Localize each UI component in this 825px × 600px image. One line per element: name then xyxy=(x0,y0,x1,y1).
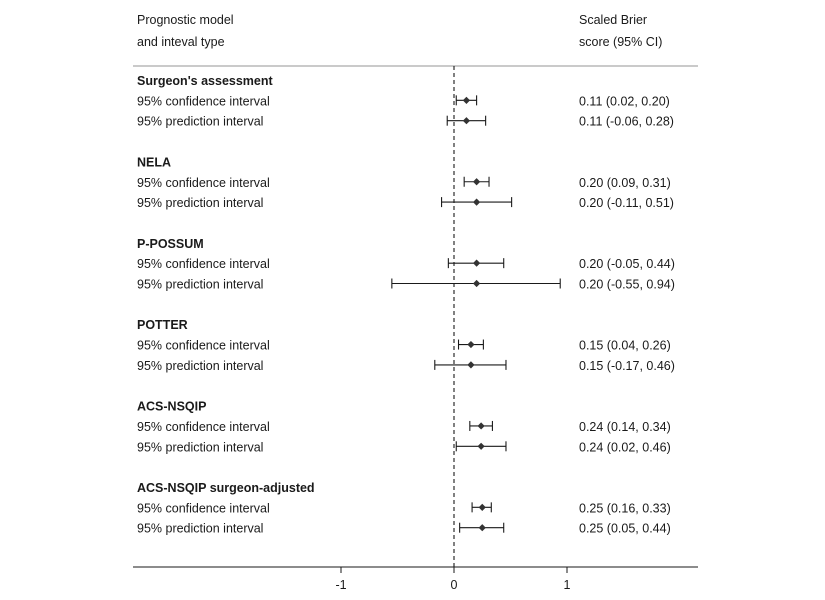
header-model-line1: Prognostic model xyxy=(137,13,234,27)
row-label: 95% confidence interval xyxy=(137,420,270,434)
x-tick-label: -1 xyxy=(335,578,346,592)
point-estimate-marker xyxy=(477,442,485,450)
point-estimate-marker xyxy=(478,524,486,532)
point-estimate-marker xyxy=(477,422,485,430)
row-label: 95% confidence interval xyxy=(137,94,270,108)
row-estimate-text: 0.25 (0.05, 0.44) xyxy=(579,522,671,536)
point-estimate-marker xyxy=(462,117,471,125)
row-label: 95% prediction interval xyxy=(137,440,263,454)
group-title: NELA xyxy=(137,155,171,169)
row-label: 95% prediction interval xyxy=(137,522,263,536)
row-estimate-text: 0.20 (-0.55, 0.94) xyxy=(579,278,675,292)
point-estimate-marker xyxy=(478,503,486,511)
row-label: 95% confidence interval xyxy=(137,501,270,515)
group-2: P-POSSUM 95% confidence interval 0.20 (-0.… xyxy=(137,237,675,292)
group-1: NELA 95% confidence interval 0.20 (0.09, 0… xyxy=(137,155,674,210)
row-estimate-text: 0.25 (0.16, 0.33) xyxy=(579,501,671,515)
row-label: 95% confidence interval xyxy=(137,339,270,353)
point-estimate-marker xyxy=(462,96,471,104)
row-label: 95% prediction interval xyxy=(137,115,263,129)
group-title: P-POSSUM xyxy=(137,237,204,251)
group-3: POTTER 95% confidence interval 0.15 (0.04,… xyxy=(137,318,675,373)
point-estimate-marker xyxy=(473,259,481,267)
row-label: 95% prediction interval xyxy=(137,278,263,292)
row-estimate-text: 0.20 (-0.05, 0.44) xyxy=(579,257,675,271)
x-axis-ticks: -1 0 1 xyxy=(335,567,571,592)
x-tick-label: 0 xyxy=(451,578,458,592)
point-estimate-marker xyxy=(473,178,481,186)
group-title: Surgeon's assessment xyxy=(137,74,274,88)
group-title: POTTER xyxy=(137,318,188,332)
header-score-line1: Scaled Brier xyxy=(579,13,647,27)
point-estimate-marker xyxy=(473,198,481,206)
header-score-line2: score (95% CI) xyxy=(579,35,662,49)
row-label: 95% confidence interval xyxy=(137,176,270,190)
row-estimate-text: 0.11 (-0.06, 0.28) xyxy=(579,115,674,129)
row-estimate-text: 0.24 (0.02, 0.46) xyxy=(579,440,671,454)
row-estimate-text: 0.15 (0.04, 0.26) xyxy=(579,339,671,353)
row-estimate-text: 0.15 (-0.17, 0.46) xyxy=(579,359,675,373)
row-label: 95% prediction interval xyxy=(137,359,263,373)
point-estimate-marker xyxy=(473,279,481,288)
point-estimate-marker xyxy=(467,340,475,349)
group-title: ACS-NSQIP xyxy=(137,400,206,414)
row-estimate-text: 0.11 (0.02, 0.20) xyxy=(579,94,670,108)
row-estimate-text: 0.24 (0.14, 0.34) xyxy=(579,420,671,434)
group-4: ACS-NSQIP 95% confidence interval 0.24 (0.… xyxy=(137,400,671,455)
group-5: ACS-NSQIP surgeon-adjusted 95% confidence… xyxy=(137,481,671,536)
row-label: 95% confidence interval xyxy=(137,257,270,271)
group-title: ACS-NSQIP surgeon-adjusted xyxy=(137,481,315,495)
row-estimate-text: 0.20 (0.09, 0.31) xyxy=(579,176,671,190)
group-0: Surgeon's assessment 95% confidence inter… xyxy=(137,74,674,129)
row-estimate-text: 0.20 (-0.11, 0.51) xyxy=(579,196,674,210)
header-model-line2: and inteval type xyxy=(137,35,225,49)
forest-rows: Surgeon's assessment 95% confidence inter… xyxy=(137,74,675,536)
point-estimate-marker xyxy=(467,361,475,369)
x-tick-label: 1 xyxy=(564,578,571,592)
row-label: 95% prediction interval xyxy=(137,196,263,210)
